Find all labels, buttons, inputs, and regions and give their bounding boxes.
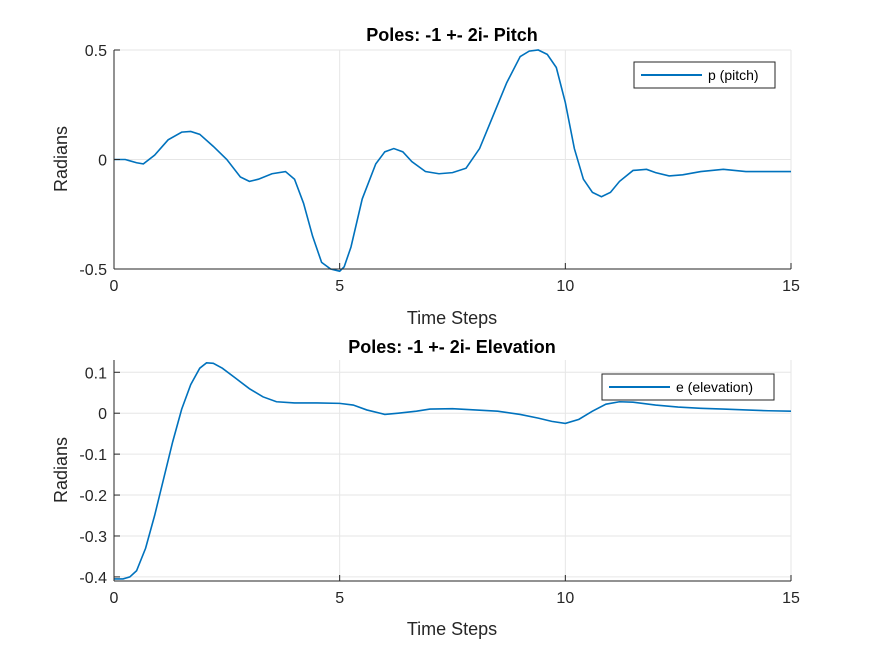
pitch-legend-label: p (pitch) — [708, 67, 759, 83]
elevation-x-tick-label: 5 — [335, 590, 344, 607]
pitch-x-tick-label: 10 — [556, 278, 574, 295]
pitch-y-tick-label: -0.5 — [79, 262, 107, 279]
elevation-y-tick-label: -0.1 — [79, 447, 107, 464]
pitch-x-tick-label: 5 — [335, 278, 344, 295]
elevation-series-line — [114, 362, 792, 580]
pitch-y-tick-label: 0.5 — [85, 43, 107, 60]
elevation-x-tick-label: 15 — [782, 590, 800, 607]
pitch-legend: p (pitch) — [633, 61, 776, 89]
elevation-y-tick-label: -0.3 — [79, 529, 107, 546]
elevation-y-ticks: -0.4 -0.3 -0.2 -0.1 0 0.1 — [79, 365, 120, 587]
pitch-chart-title: Poles: -1 +- 2i- Pitch — [366, 25, 538, 45]
pitch-series-line — [114, 49, 791, 273]
elevation-legend: e (elevation) — [601, 373, 775, 401]
pitch-y-axis-label: Radians — [51, 126, 71, 192]
elevation-x-tick-label: 10 — [556, 590, 574, 607]
elevation-x-ticks: 0 5 10 15 — [110, 575, 800, 607]
elevation-y-tick-label: 0 — [98, 406, 107, 423]
elevation-axes — [113, 360, 791, 582]
elevation-y-tick-label: -0.4 — [79, 570, 107, 587]
pitch-x-tick-label: 0 — [110, 278, 119, 295]
elevation-x-axis-label: Time Steps — [407, 619, 497, 639]
elevation-y-tick-label: 0.1 — [85, 365, 107, 382]
pitch-chart: 0 5 10 15 -0.500.5 Poles: -1 +- 2i- Pitch T… — [51, 25, 800, 328]
elevation-y-tick-label: -0.2 — [79, 488, 107, 505]
pitch-x-axis-label: Time Steps — [407, 308, 497, 328]
elevation-y-axis-label: Radians — [51, 437, 71, 503]
elevation-chart: 0 5 10 15 -0.4 -0.3 -0.2 -0.1 0 0.1 Poles: -1 +-… — [51, 337, 800, 639]
pitch-x-ticks: 0 5 10 15 — [110, 263, 800, 295]
elevation-x-tick-label: 0 — [110, 590, 119, 607]
pitch-y-ticks: -0.5 0 0.5 — [79, 43, 120, 279]
pitch-y-tick-label: 0 — [98, 153, 107, 170]
elevation-chart-title: Poles: -1 +- 2i- Elevation — [348, 337, 556, 357]
pitch-x-tick-label: 15 — [782, 278, 800, 295]
elevation-legend-label: e (elevation) — [676, 379, 753, 395]
